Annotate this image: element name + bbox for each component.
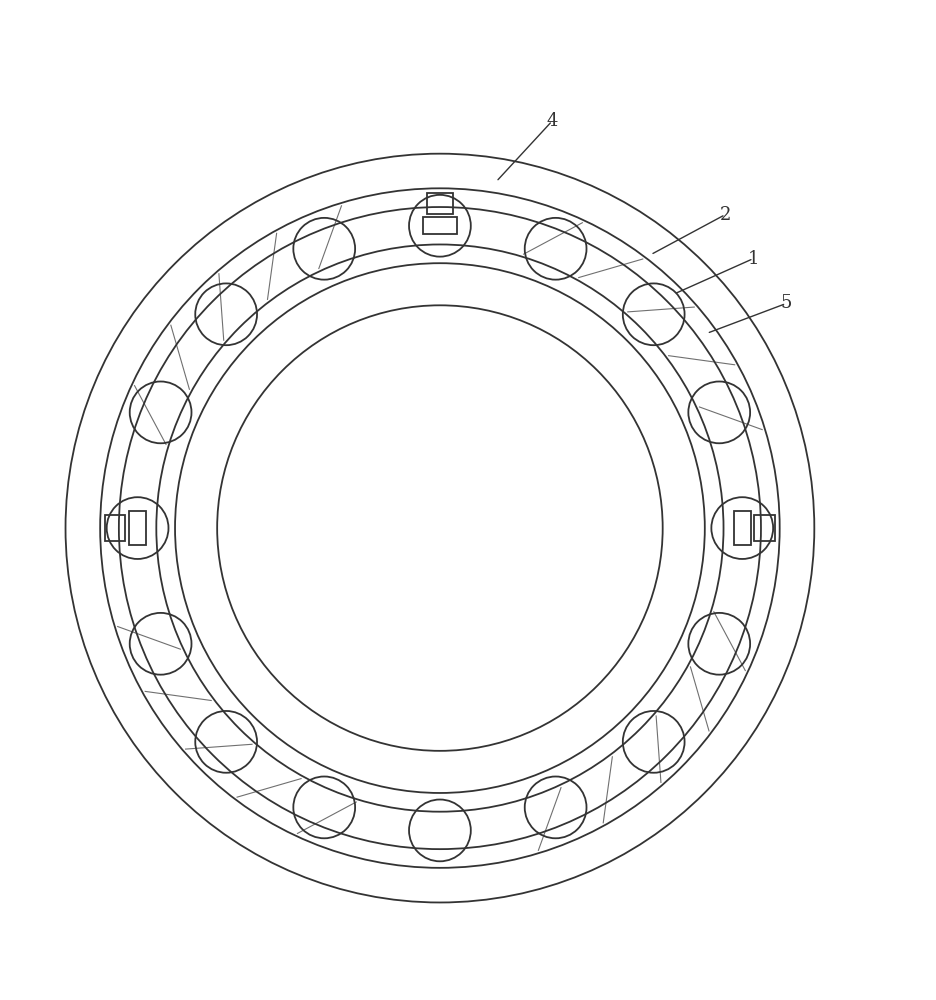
Text: 1: 1 [748,250,759,268]
Text: 2: 2 [720,206,731,224]
Text: 4: 4 [547,112,558,130]
Text: 5: 5 [781,294,792,312]
